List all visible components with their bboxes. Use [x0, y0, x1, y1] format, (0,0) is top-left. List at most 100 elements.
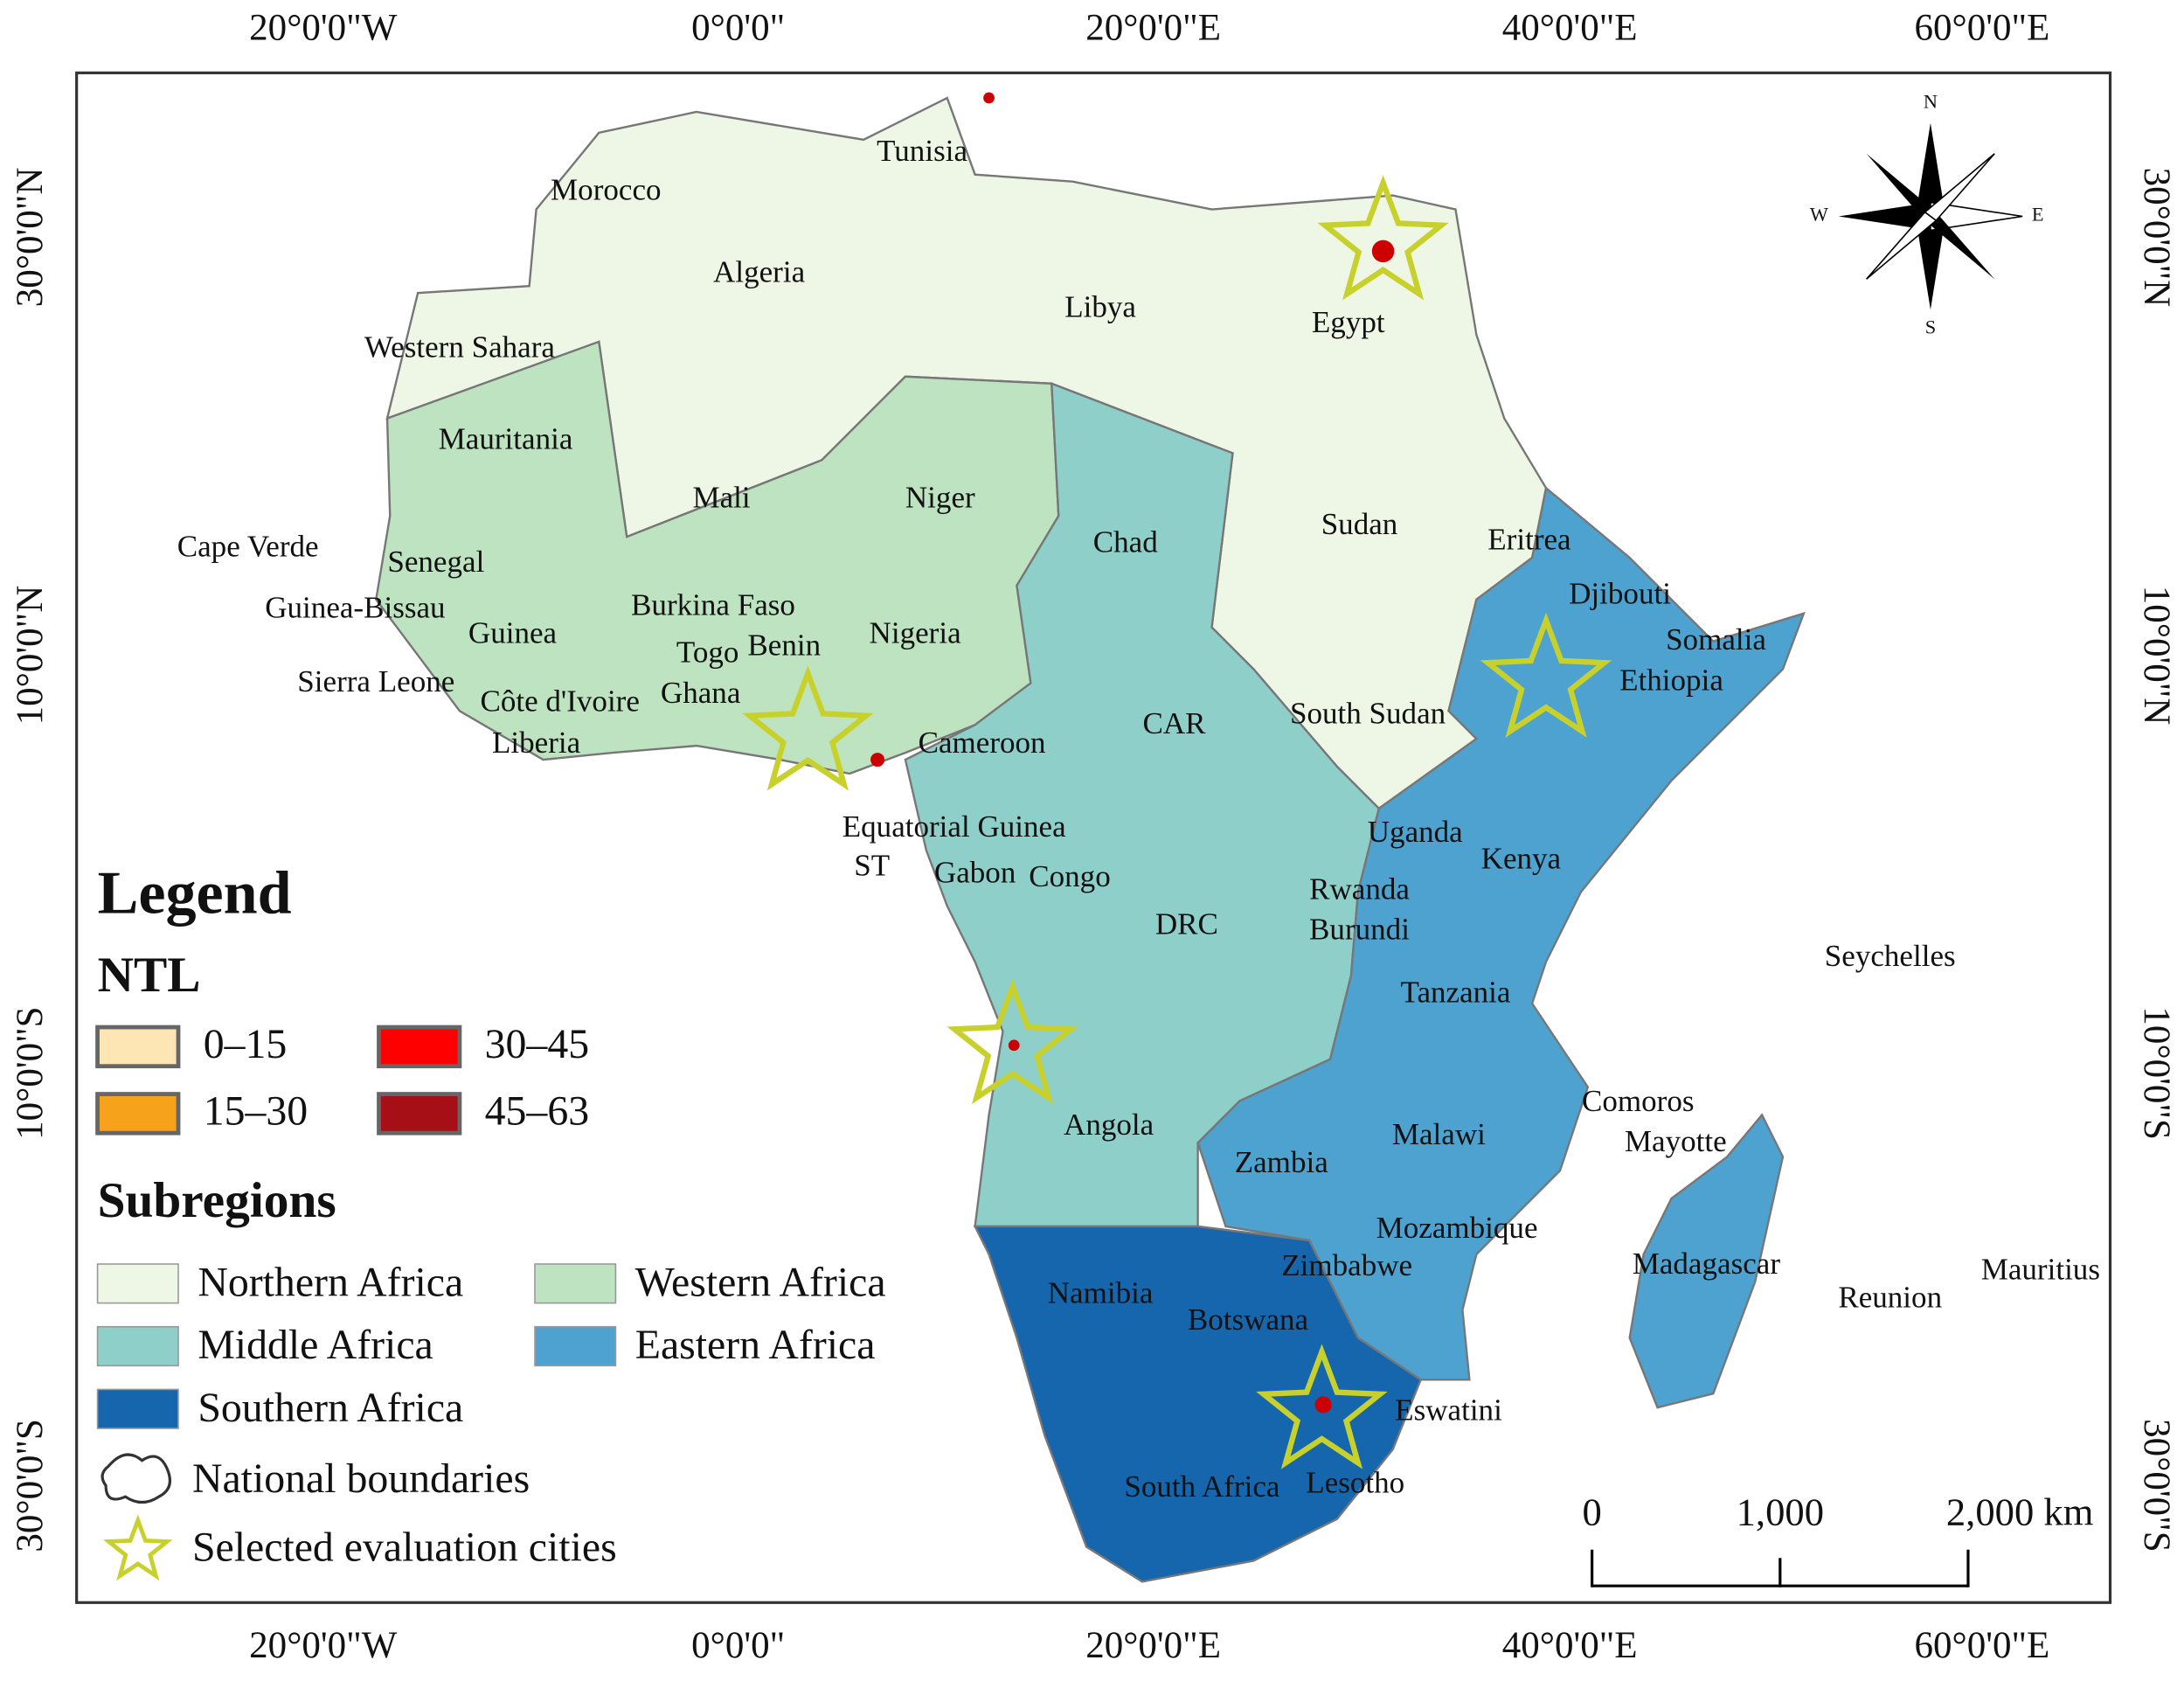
legend-label: Selected evaluation cities [192, 1524, 617, 1570]
compass-letter: W [1810, 204, 1828, 226]
country-label: Congo [1029, 859, 1110, 893]
country-label: Ethiopia [1619, 663, 1723, 697]
legend-label: Eastern Africa [635, 1322, 876, 1368]
country-label: Eritrea [1487, 522, 1571, 556]
scale-bar [1591, 1549, 1970, 1587]
city-star [1480, 612, 1612, 738]
country-label: Eswatini [1395, 1393, 1502, 1427]
legend-swatch [96, 1388, 179, 1429]
country-label: Mozambique [1376, 1211, 1538, 1245]
graticule-label: 20°0'0"W [249, 7, 398, 48]
country-label: Liberia [492, 726, 581, 760]
legend-swatch [377, 1092, 462, 1136]
country-label: Côte d'Ivoire [480, 684, 639, 718]
country-label: Madagascar [1633, 1247, 1781, 1281]
graticule-label: 0°0'0" [691, 7, 785, 48]
country-label: Chad [1093, 525, 1158, 559]
graticule-label: 10°0'0"N [10, 586, 51, 726]
country-label: Lesotho [1306, 1465, 1404, 1499]
country-label: CAR [1143, 706, 1207, 740]
country-label: Djibouti [1569, 577, 1671, 611]
legend-label: 0–15 [204, 1021, 288, 1067]
legend-swatch [95, 1092, 181, 1136]
country-label: Sierra Leone [297, 664, 454, 698]
city-star [1317, 175, 1449, 301]
legend-title: Legend [98, 860, 292, 927]
graticule-label: 30°0'0"S [10, 1419, 51, 1552]
country-label: Cape Verde [177, 529, 319, 563]
legend-section: Subregions [98, 1173, 336, 1228]
legend-label: Western Africa [635, 1259, 886, 1305]
graticule-label: 10°0'0"S [10, 1006, 51, 1139]
country-label: South Sudan [1290, 697, 1446, 731]
legend-label: 15–30 [204, 1087, 309, 1134]
madagascar [1628, 1113, 1785, 1409]
country-label: Egypt [1312, 305, 1385, 339]
country-label: Burkina Faso [631, 587, 795, 622]
graticule-label: 40°0'0"E [1502, 1625, 1638, 1666]
graticule-label: 10°0'0"N [2136, 586, 2177, 726]
ntl-spot [1008, 1039, 1020, 1052]
country-label: Zimbabwe [1281, 1248, 1412, 1282]
country-label: Mauritius [1981, 1253, 2100, 1287]
north-arrow [1838, 122, 2023, 310]
city-star [946, 978, 1078, 1105]
country-label: Tunisia [877, 134, 967, 168]
country-label: ST [854, 848, 890, 882]
legend-section: NTL [98, 948, 201, 1003]
graticule-label: 60°0'0"E [1914, 1625, 2049, 1666]
compass-letter: N [1924, 91, 1938, 113]
graticule-label: 30°0'0"N [10, 168, 51, 308]
city-star [1256, 1344, 1388, 1469]
legend-label: Northern Africa [198, 1259, 463, 1305]
country-label: South Africa [1124, 1469, 1280, 1504]
ntl-spots [870, 92, 1395, 1414]
scale-label: 2,000 km [1946, 1490, 2094, 1534]
country-label: Tanzania [1400, 975, 1510, 1009]
country-label: Ghana [661, 676, 741, 710]
country-label: Guinea [468, 615, 558, 649]
country-label: Botswana [1188, 1302, 1309, 1337]
country-label: Comoros [1582, 1084, 1695, 1118]
southern-africa [973, 1225, 1423, 1583]
graticule-label: 20°0'0"W [249, 1625, 398, 1666]
ntl-spot [1314, 1396, 1332, 1414]
country-label: Libya [1064, 289, 1136, 323]
country-label: Western Sahara [364, 330, 556, 365]
country-label: Mauritania [439, 422, 573, 456]
ntl-spot [870, 753, 885, 768]
legend-label: Middle Africa [198, 1322, 433, 1368]
legend-label: Southern Africa [198, 1385, 463, 1431]
western-africa [375, 340, 1060, 775]
country-label: Reunion [1838, 1280, 1942, 1314]
scale-label: 1,000 [1737, 1490, 1824, 1534]
country-label: Seychelles [1825, 939, 1956, 973]
legend-label: 30–45 [485, 1021, 590, 1067]
city-star [742, 665, 874, 791]
country-label: Malawi [1392, 1117, 1486, 1151]
country-label: Zambia [1235, 1145, 1328, 1179]
country-label: Equatorial Guinea [842, 809, 1066, 844]
country-label: Kenya [1481, 841, 1562, 875]
country-label: Namibia [1048, 1276, 1154, 1310]
country-label: Burundi [1309, 913, 1410, 947]
city-stars [742, 175, 1612, 1469]
legend-label: National boundaries [192, 1455, 530, 1502]
country-label: DRC [1155, 906, 1218, 941]
country-label: Rwanda [1309, 872, 1410, 906]
country-label: Gabon [934, 855, 1016, 889]
legend-swatch [95, 1025, 181, 1069]
country-label: Uganda [1368, 815, 1463, 849]
graticule-label: 60°0'0"E [1914, 7, 2049, 48]
country-label: Niger [905, 481, 975, 515]
graticule-label: 10°0'0"S [2136, 1006, 2177, 1139]
country-label: Mayotte [1625, 1124, 1727, 1158]
graticule-label: 30°0'0"N [2136, 168, 2177, 308]
legend-swatch [377, 1025, 462, 1069]
graticule-label: 40°0'0"E [1502, 7, 1638, 48]
country-label: Benin [747, 629, 821, 663]
legend-swatch [534, 1263, 617, 1304]
country-label: Morocco [551, 172, 662, 206]
country-label: Mali [692, 481, 750, 515]
